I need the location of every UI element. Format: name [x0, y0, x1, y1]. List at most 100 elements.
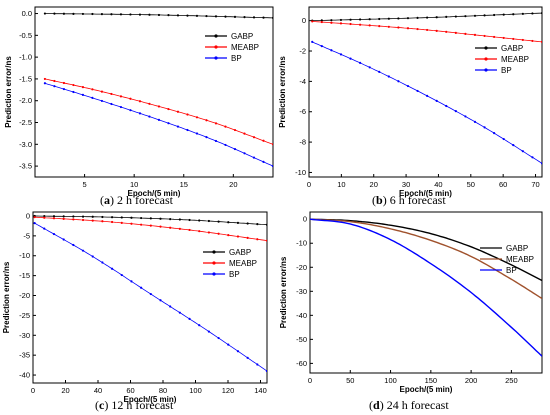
- data-point-gabp: [53, 12, 56, 15]
- x-tick-label: 0: [308, 376, 312, 385]
- data-point-bp: [62, 238, 65, 241]
- data-point-bp: [176, 125, 180, 128]
- y-axis-label: Prediction error/ns: [278, 56, 287, 128]
- data-point-gabp: [445, 15, 448, 18]
- y-tick-label: -3.0: [19, 140, 32, 149]
- data-point-gabp: [205, 14, 208, 18]
- data-point-gabp: [81, 12, 85, 16]
- data-point-meabp: [207, 231, 211, 234]
- data-point-meabp: [397, 26, 400, 29]
- legend-label-bp: BP: [231, 54, 242, 63]
- data-point-gabp: [227, 221, 230, 224]
- series-line-meabp: [312, 21, 542, 43]
- data-point-bp: [43, 227, 46, 230]
- data-point-gabp: [252, 16, 256, 19]
- data-point-meabp: [349, 22, 352, 26]
- x-tick-label: 40: [94, 386, 102, 395]
- data-point-bp: [271, 165, 273, 168]
- data-point-bp: [397, 80, 400, 83]
- data-point-bp: [224, 143, 227, 147]
- x-tick-label: 30: [402, 180, 410, 189]
- data-point-meabp: [130, 222, 133, 225]
- data-point-gabp: [43, 215, 46, 218]
- x-tick-label: 60: [499, 180, 507, 189]
- data-point-bp: [138, 112, 142, 115]
- series-line-meabp: [310, 218, 542, 300]
- caption-a-text: 2 h forecast: [117, 193, 173, 207]
- data-point-meabp: [167, 107, 170, 111]
- data-point-bp: [101, 261, 104, 264]
- caption-b: (b) 6 h forecast: [372, 193, 446, 207]
- plot-frame: [308, 6, 543, 178]
- data-point-gabp: [157, 13, 161, 17]
- data-point-gabp: [91, 215, 94, 218]
- data-point-gabp: [217, 220, 220, 223]
- data-point-meabp: [445, 30, 448, 33]
- data-point-bp: [207, 330, 211, 333]
- legend: GABP MEABP BP: [205, 32, 259, 63]
- data-point-gabp: [195, 14, 199, 17]
- data-point-meabp: [159, 225, 162, 228]
- data-point-bp: [169, 305, 172, 308]
- x-tick-label: 140: [254, 386, 267, 395]
- series-line-meabp: [44, 78, 273, 145]
- series-layer: [33, 214, 267, 373]
- data-point-bp: [521, 150, 524, 153]
- data-point-meabp: [502, 36, 505, 40]
- legend-label-gabp: GABP: [501, 44, 523, 53]
- y-tick-label: -5: [23, 231, 30, 240]
- data-point-bp: [387, 75, 390, 78]
- data-point-gabp: [454, 15, 457, 18]
- data-point-meabp: [129, 97, 132, 100]
- y-tick-label: -20: [296, 263, 307, 272]
- data-point-meabp: [540, 40, 542, 44]
- data-point-bp: [378, 70, 381, 73]
- data-point-gabp: [62, 12, 66, 15]
- data-point-bp: [205, 136, 208, 139]
- y-tick-label: -6: [299, 107, 306, 116]
- data-point-gabp: [72, 215, 75, 218]
- legend-marker-gabp: [484, 46, 488, 50]
- legend-label-meabp: MEABP: [231, 43, 259, 52]
- data-point-meabp: [416, 27, 419, 31]
- data-point-bp: [464, 115, 467, 118]
- data-point-meabp: [217, 232, 220, 235]
- data-point-gabp: [502, 13, 505, 16]
- data-point-meabp: [233, 128, 237, 132]
- data-point-meabp: [81, 218, 85, 222]
- x-tick-label: 250: [505, 376, 518, 385]
- x-axis-label: Epoch/(5 min): [399, 189, 452, 198]
- data-point-gabp: [186, 14, 189, 17]
- data-point-gabp: [271, 16, 273, 19]
- data-point-gabp: [512, 13, 515, 16]
- data-point-bp: [53, 85, 56, 88]
- data-point-bp: [120, 273, 123, 277]
- data-point-gabp: [140, 216, 143, 220]
- data-point-meabp: [256, 238, 259, 241]
- series-line-meabp: [34, 216, 267, 241]
- data-point-meabp: [473, 33, 477, 37]
- data-point-bp: [233, 147, 237, 151]
- y-tick-label: -50: [296, 335, 307, 344]
- data-point-bp: [188, 317, 191, 321]
- series-line-gabp: [310, 218, 542, 282]
- x-tick-label: 80: [159, 386, 167, 395]
- data-point-gabp: [243, 16, 246, 19]
- legend-label-gabp: GABP: [506, 244, 528, 253]
- data-point-bp: [473, 120, 477, 123]
- data-point-gabp: [531, 12, 534, 15]
- data-point-bp: [148, 115, 151, 118]
- data-point-meabp: [243, 132, 246, 135]
- data-point-meabp: [521, 38, 524, 42]
- data-point-gabp: [387, 17, 390, 20]
- data-point-bp: [110, 267, 114, 270]
- data-point-gabp: [265, 223, 267, 226]
- data-point-bp: [157, 118, 161, 121]
- data-point-meabp: [138, 100, 142, 103]
- data-point-bp: [178, 311, 181, 314]
- data-point-bp: [72, 243, 75, 247]
- data-point-gabp: [148, 13, 151, 16]
- x-tick-label: 20: [61, 386, 69, 395]
- data-point-bp: [246, 356, 249, 359]
- data-point-meabp: [483, 34, 486, 38]
